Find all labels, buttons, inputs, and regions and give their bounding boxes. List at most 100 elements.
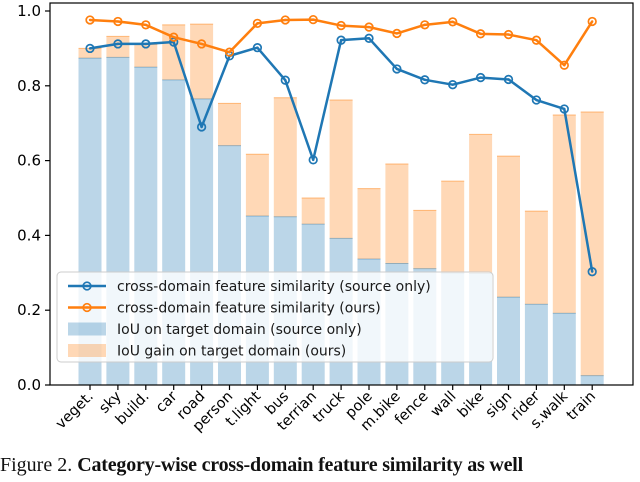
data-point-center — [591, 20, 594, 23]
legend: cross-domain feature similarity (source … — [56, 271, 494, 363]
legend-label: cross-domain feature similarity (source … — [117, 279, 431, 295]
legend-label: IoU gain on target domain (ours) — [117, 344, 346, 360]
bar-gain-rider — [524, 211, 548, 305]
bar-gain-terrian — [301, 198, 325, 225]
data-point-center — [367, 25, 371, 29]
data-point-center — [88, 18, 92, 22]
bar-gain-train — [580, 111, 604, 376]
data-point-center — [144, 42, 147, 46]
data-point-marker — [531, 35, 542, 45]
figure-caption: Figure 2. Category-wise cross-domain fea… — [0, 454, 640, 477]
data-point-center — [591, 270, 594, 273]
data-point-marker — [336, 35, 346, 45]
data-point-center — [535, 38, 538, 42]
data-point-marker — [141, 39, 151, 49]
data-point-marker — [141, 20, 151, 30]
caption-prefix: Figure 2. — [0, 454, 73, 476]
bar-iou-sign — [497, 297, 520, 385]
data-point-center — [423, 23, 426, 27]
data-point-marker — [364, 33, 374, 43]
data-point-marker — [475, 72, 486, 83]
y-tick-label: 0.4 — [17, 226, 41, 244]
data-point-center — [116, 20, 120, 23]
data-point-center — [395, 67, 399, 71]
y-tick-label: 0.6 — [17, 152, 41, 170]
legend-marker-icon — [82, 281, 92, 291]
data-point-marker — [308, 14, 318, 25]
bar-gain-road — [190, 24, 214, 99]
data-point-center — [339, 24, 343, 27]
data-point-center — [507, 33, 510, 36]
data-point-marker — [559, 104, 569, 114]
data-point-center — [507, 78, 510, 81]
bar-gain-person — [218, 103, 241, 146]
caption-title: Category-wise cross-domain feature simil… — [77, 454, 524, 476]
bar-gain-t.light — [245, 154, 269, 216]
data-point-marker — [587, 267, 597, 277]
data-point-center — [423, 78, 426, 82]
data-point-center — [563, 107, 566, 111]
data-point-center — [200, 125, 203, 129]
legend-label: cross-domain feature similarity (ours) — [117, 301, 381, 317]
legend-patch-swatch — [68, 322, 106, 336]
data-point-center — [367, 37, 371, 40]
data-point-center — [256, 46, 259, 49]
data-point-marker — [392, 64, 402, 74]
data-point-marker — [308, 155, 318, 165]
data-point-marker — [448, 80, 458, 90]
y-tick-label: 0.8 — [17, 77, 41, 95]
bar-gain-pole — [357, 188, 381, 259]
data-point-center — [535, 98, 538, 102]
bar-gain-m.bike — [385, 163, 409, 264]
data-point-marker — [280, 15, 290, 25]
data-point-center — [256, 22, 259, 25]
data-point-center — [395, 32, 399, 35]
bar-gain-build. — [134, 44, 158, 68]
data-point-center — [284, 18, 287, 22]
data-point-center — [479, 76, 482, 79]
data-point-center — [284, 78, 287, 82]
data-point-center — [339, 38, 343, 42]
data-point-marker — [85, 15, 95, 25]
data-point-marker — [113, 39, 123, 49]
data-point-center — [312, 158, 315, 162]
y-tick-label: 1.0 — [17, 2, 41, 20]
data-point-center — [563, 64, 566, 67]
line-similarity-source — [85, 33, 597, 277]
data-point-marker — [252, 18, 263, 28]
data-point-center — [228, 50, 231, 54]
data-point-center — [479, 32, 482, 36]
data-point-marker — [503, 29, 514, 40]
data-point-marker — [196, 39, 207, 49]
data-point-marker — [559, 60, 569, 70]
data-point-marker — [85, 43, 95, 54]
data-point-marker — [420, 20, 430, 30]
bar-gain-wall — [441, 181, 465, 274]
legend-entry-3: IoU gain on target domain (ours) — [68, 344, 346, 360]
data-point-center — [116, 42, 120, 46]
data-point-marker — [169, 32, 179, 42]
data-point-marker — [364, 22, 374, 32]
bar-gain-truck — [329, 100, 353, 239]
y-tick-label: 0.0 — [17, 376, 41, 394]
bar-gain-s.walk — [552, 114, 576, 314]
data-point-center — [200, 42, 203, 46]
y-tick-label: 0.2 — [17, 301, 41, 319]
legend-patch-swatch — [68, 344, 106, 357]
data-point-center — [144, 23, 147, 27]
data-point-marker — [252, 43, 263, 53]
data-point-center — [88, 47, 92, 50]
data-point-marker — [392, 28, 402, 39]
data-point-center — [312, 18, 315, 21]
legend-entry-0: cross-domain feature similarity (source … — [68, 279, 431, 295]
legend-entry-1: cross-domain feature similarity (ours) — [68, 301, 381, 317]
x-tick-label-wall: wall — [428, 389, 460, 421]
x-tick-label-veget.: veget. — [53, 389, 97, 433]
bar-iou-rider — [524, 304, 548, 385]
legend-marker-icon — [82, 302, 92, 313]
line-similarity-ours — [85, 14, 597, 70]
legend-marker-center — [85, 306, 89, 309]
data-point-marker — [196, 122, 207, 132]
